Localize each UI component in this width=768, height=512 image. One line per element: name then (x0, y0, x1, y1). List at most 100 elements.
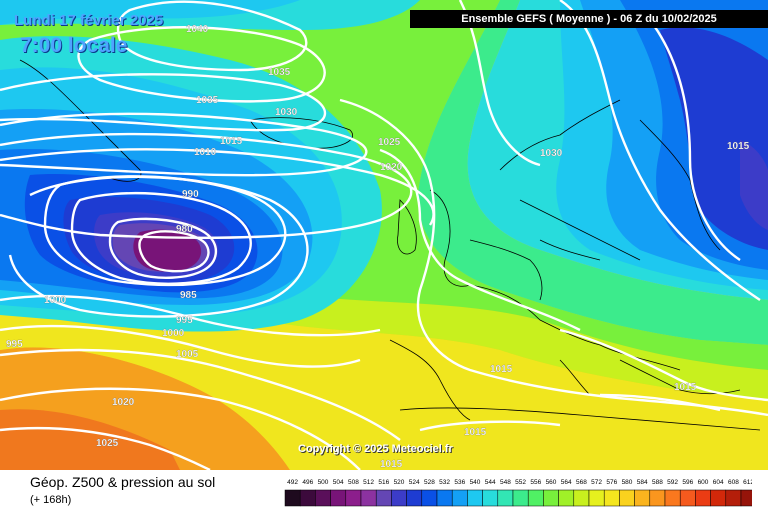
scale-tick-label: 544 (485, 479, 496, 486)
scale-tick-label: 492 (287, 479, 298, 486)
scale-swatch (695, 489, 711, 507)
scale-swatch (451, 489, 468, 507)
forecast-local-time: 7:00 locale (20, 34, 128, 57)
scale-tick-label: 536 (454, 479, 465, 486)
scale-swatch (330, 489, 347, 507)
scale-tick-label: 608 (728, 479, 739, 486)
scale-swatch (406, 489, 423, 507)
lead-time: (+ 168h) (30, 494, 72, 506)
scale-tick-label: 556 (530, 479, 541, 486)
isobar-label: 995 (176, 315, 193, 326)
scale-swatch (634, 489, 651, 507)
scale-swatch (482, 489, 499, 507)
isobars (0, 0, 768, 470)
scale-tick-label: 500 (318, 479, 329, 486)
scale-tick-label: 572 (591, 479, 602, 486)
isobar-label: 980 (176, 224, 193, 235)
scale-swatch (375, 489, 392, 507)
isobar-label: 1040 (186, 24, 209, 35)
scale-swatch (299, 489, 316, 507)
scale-swatch (467, 489, 483, 507)
scale-swatch (573, 489, 590, 507)
isobar-label: 1025 (378, 137, 401, 148)
scale-tick-label: 508 (348, 479, 359, 486)
isobar-label: 1015 (727, 141, 750, 152)
isobar-label: 1015 (464, 427, 487, 438)
scale-swatch (421, 489, 438, 507)
isobar-label: 1005 (176, 349, 199, 360)
scale-tick-label: 520 (394, 479, 405, 486)
scale-tick-label: 496 (302, 479, 313, 486)
scale-swatch (345, 489, 362, 507)
field-title: Géop. Z500 & pression au sol (30, 474, 216, 490)
scale-tick-label: 596 (682, 479, 693, 486)
scale-tick-label: 564 (561, 479, 572, 486)
isobar-label: 1030 (275, 107, 298, 118)
scale-tick-label: 612 (743, 479, 752, 486)
scale-tick-label: 584 (637, 479, 648, 486)
scale-tick-label: 516 (378, 479, 389, 486)
scale-swatch (649, 489, 666, 507)
scale-tick-label: 560 (546, 479, 557, 486)
scale-swatch (725, 489, 742, 507)
isobar-label: 1015 (220, 136, 243, 147)
scale-swatch (512, 489, 529, 507)
color-scale: 492 496 500 504 508 512 516 520 524 528 532 536 540 5… (284, 479, 752, 507)
isobar-label: 1015 (490, 364, 513, 375)
scale-swatch (497, 489, 514, 507)
scale-swatch (527, 489, 544, 507)
isobar-label: 1000 (44, 295, 67, 306)
scale-swatch (679, 489, 696, 507)
scale-swatch (664, 489, 681, 507)
isobar-label: 1035 (196, 95, 219, 106)
scale-tick-label: 548 (500, 479, 511, 486)
scale-swatch (436, 489, 453, 507)
z500-band-darkorange (0, 409, 180, 470)
scale-tick-label: 540 (470, 479, 481, 486)
scale-swatch (391, 489, 407, 507)
isobar-label: 985 (180, 290, 197, 301)
z500-low-centre (133, 229, 202, 272)
scale-tick-label: 576 (606, 479, 617, 486)
forecast-date: Lundi 17 février 2025 (14, 12, 164, 29)
isobar-label: 995 (6, 339, 23, 350)
copyright-notice: Copyright © 2025 Meteociel.fr (298, 443, 453, 455)
scale-tick-label: 528 (424, 479, 435, 486)
scale-swatch (740, 489, 752, 507)
isobar-label: 1015 (674, 382, 697, 393)
coastlines (19, 59, 761, 431)
scale-swatch (588, 489, 605, 507)
scale-tick-label: 512 (363, 479, 374, 486)
scale-tick-label: 592 (667, 479, 678, 486)
scale-swatch (360, 489, 377, 507)
isobar-label: 1025 (96, 438, 119, 449)
scale-tick-label: 604 (713, 479, 724, 486)
z500-band-teal (0, 0, 768, 345)
scale-swatch (619, 489, 635, 507)
scale-tick-label: 588 (652, 479, 663, 486)
isobar-label: 1000 (162, 328, 185, 339)
z500-band-navy-ne (740, 140, 768, 230)
scale-swatch (603, 489, 620, 507)
scale-tick-label: 532 (439, 479, 450, 486)
isobar-label: 990 (182, 189, 199, 200)
scale-tick-label: 568 (576, 479, 587, 486)
isobar-label: 1030 (540, 148, 563, 159)
scale-swatch (543, 489, 559, 507)
scale-tick-label: 552 (515, 479, 526, 486)
isobar-label: 1010 (194, 147, 217, 158)
scale-tick-label: 580 (622, 479, 633, 486)
scale-swatch (710, 489, 727, 507)
isobar-labels: 1040 1035 1035 1030 1025 1020 1015 1010 … (6, 24, 750, 470)
weather-map: 1040 1035 1035 1030 1025 1020 1015 1010 … (0, 0, 768, 470)
scale-swatch (284, 489, 301, 507)
isobar-label: 1020 (112, 397, 135, 408)
scale-swatch (558, 489, 575, 507)
model-run-info: Ensemble GEFS ( Moyenne ) - 06 Z du 10/0… (410, 10, 768, 28)
isobar-label: 1015 (380, 459, 403, 470)
scale-tick-label: 524 (409, 479, 420, 486)
z500-band-yellow (0, 296, 768, 470)
isobar-label: 1020 (380, 162, 403, 173)
isobar-label: 1035 (268, 67, 291, 78)
legend-panel: Géop. Z500 & pression au sol (+ 168h) 49… (0, 470, 768, 512)
